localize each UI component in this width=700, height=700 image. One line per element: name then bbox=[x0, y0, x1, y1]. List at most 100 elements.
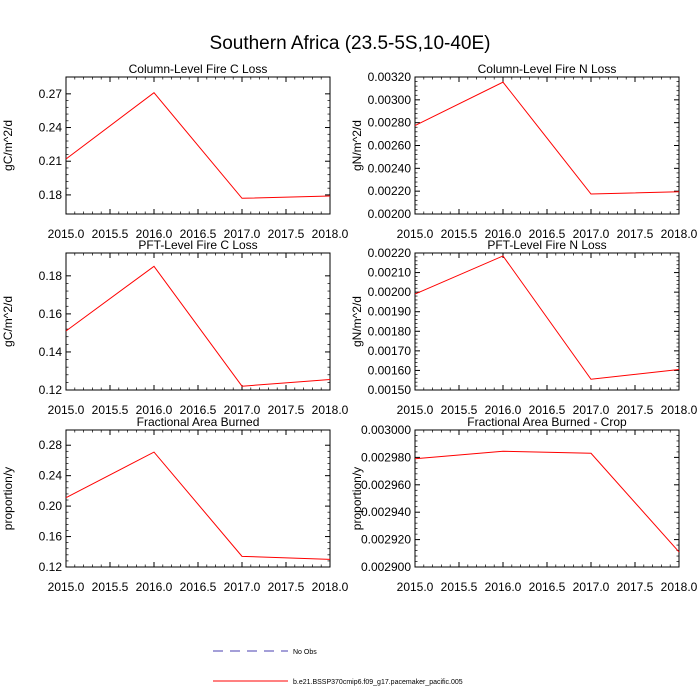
x-tick-label: 2017.0 bbox=[573, 403, 610, 417]
series-line bbox=[414, 81, 680, 195]
x-tick-label: 2015.5 bbox=[441, 227, 478, 241]
plot-frame bbox=[414, 252, 680, 391]
series-line bbox=[414, 255, 680, 380]
x-tick-label: 2015.5 bbox=[92, 403, 129, 417]
series-line bbox=[65, 92, 331, 199]
plot-frame bbox=[65, 252, 331, 391]
y-tick-label: 0.16 bbox=[39, 307, 63, 321]
panel-title: PFT-Level Fire N Loss bbox=[487, 238, 606, 252]
y-tick-label: 0.00240 bbox=[368, 161, 412, 175]
plot-frame bbox=[414, 76, 680, 215]
y-tick-label: 0.24 bbox=[39, 121, 63, 135]
x-tick-label: 2017.5 bbox=[268, 227, 305, 241]
y-axis-label: gC/m^2/d bbox=[1, 120, 15, 171]
y-axis-label: proportion/y bbox=[350, 467, 364, 530]
y-tick-label: 0.00150 bbox=[368, 383, 412, 397]
series-line bbox=[414, 450, 680, 553]
x-tick-label: 2018.0 bbox=[312, 580, 349, 594]
y-tick-label: 0.16 bbox=[39, 530, 63, 544]
series-line bbox=[65, 451, 331, 560]
x-tick-label: 2018.0 bbox=[661, 580, 698, 594]
x-tick-label: 2016.0 bbox=[136, 403, 173, 417]
y-axis-label: gC/m^2/d bbox=[1, 296, 15, 347]
x-tick-label: 2016.5 bbox=[180, 580, 217, 594]
x-tick-label: 2016.5 bbox=[529, 580, 566, 594]
chart-panel-4: PFT-Level Fire N Loss gN/m^2/d 2015.0 2015.… bbox=[350, 238, 698, 417]
y-tick-label: 0.00190 bbox=[368, 305, 412, 319]
y-tick-label: 0.28 bbox=[39, 438, 63, 452]
x-tick-label: 2015.0 bbox=[397, 227, 434, 241]
y-tick-label: 0.00180 bbox=[368, 324, 412, 338]
y-tick-label: 0.12 bbox=[39, 383, 63, 397]
x-tick-label: 2016.0 bbox=[485, 227, 522, 241]
x-tick-label: 2017.0 bbox=[224, 580, 261, 594]
x-tick-label: 2018.0 bbox=[661, 227, 698, 241]
legend: No Obs b.e21.BSSP370cmip6.f09_g17.pacemak… bbox=[213, 649, 463, 686]
y-tick-label: 0.00170 bbox=[368, 344, 412, 358]
x-tick-label: 2016.0 bbox=[136, 227, 173, 241]
chart-panel-5: Fractional Area Burned proportion/y 2015.0… bbox=[1, 415, 349, 594]
panel-title: Column-Level Fire C Loss bbox=[129, 62, 268, 76]
y-tick-label: 0.003000 bbox=[361, 423, 411, 437]
y-tick-label: 0.00210 bbox=[368, 266, 412, 280]
x-tick-label: 2015.0 bbox=[48, 227, 85, 241]
series-line bbox=[65, 265, 331, 387]
x-tick-label: 2016.5 bbox=[529, 403, 566, 417]
x-tick-label: 2017.0 bbox=[573, 580, 610, 594]
x-tick-label: 2015.0 bbox=[397, 403, 434, 417]
x-tick-label: 2017.5 bbox=[617, 580, 654, 594]
plot-frame bbox=[65, 429, 331, 568]
y-tick-label: 0.00220 bbox=[368, 184, 412, 198]
x-tick-label: 2017.5 bbox=[617, 403, 654, 417]
y-tick-label: 0.21 bbox=[39, 154, 63, 168]
y-tick-label: 0.00320 bbox=[368, 70, 412, 84]
y-tick-label: 0.002980 bbox=[361, 450, 411, 464]
x-tick-label: 2015.0 bbox=[48, 580, 85, 594]
x-tick-label: 2015.5 bbox=[441, 580, 478, 594]
x-tick-label: 2016.5 bbox=[529, 227, 566, 241]
y-tick-label: 0.00260 bbox=[368, 139, 412, 153]
x-tick-label: 2015.0 bbox=[397, 580, 434, 594]
y-tick-label: 0.24 bbox=[39, 469, 63, 483]
figure-title: Southern Africa (23.5-5S,10-40E) bbox=[209, 33, 491, 54]
x-tick-label: 2017.0 bbox=[224, 227, 261, 241]
y-axis-label: proportion/y bbox=[1, 467, 15, 530]
x-tick-label: 2016.5 bbox=[180, 227, 217, 241]
y-tick-label: 0.12 bbox=[39, 560, 63, 574]
x-tick-label: 2016.0 bbox=[136, 580, 173, 594]
chart-panel-3: PFT-Level Fire C Loss gC/m^2/d 2015.0 2015.… bbox=[1, 238, 349, 417]
x-tick-label: 2016.0 bbox=[485, 580, 522, 594]
y-tick-label: 0.18 bbox=[39, 269, 63, 283]
y-tick-label: 0.14 bbox=[39, 345, 63, 359]
y-tick-label: 0.00300 bbox=[368, 93, 412, 107]
chart-panel-1: Column-Level Fire C Loss gC/m^2/d 2015.0 20… bbox=[1, 62, 349, 241]
x-tick-label: 2018.0 bbox=[312, 403, 349, 417]
x-tick-label: 2018.0 bbox=[661, 403, 698, 417]
y-tick-label: 0.00200 bbox=[368, 207, 412, 221]
x-tick-label: 2015.5 bbox=[92, 580, 129, 594]
x-tick-label: 2017.0 bbox=[573, 227, 610, 241]
y-tick-label: 0.002960 bbox=[361, 478, 411, 492]
y-tick-label: 0.00160 bbox=[368, 363, 412, 377]
panel-title: Fractional Area Burned - Crop bbox=[467, 415, 627, 429]
y-axis-label: gN/m^2/d bbox=[350, 120, 364, 171]
y-tick-label: 0.00200 bbox=[368, 285, 412, 299]
chart-panel-2: Column-Level Fire N Loss gN/m^2/d 2015.0 20… bbox=[350, 62, 698, 241]
x-tick-label: 2015.5 bbox=[441, 403, 478, 417]
y-tick-label: 0.00220 bbox=[368, 246, 412, 260]
y-tick-label: 0.20 bbox=[39, 499, 63, 513]
y-tick-label: 0.002900 bbox=[361, 560, 411, 574]
plot-frame bbox=[414, 429, 680, 568]
y-tick-label: 0.002940 bbox=[361, 505, 411, 519]
x-tick-label: 2016.0 bbox=[485, 403, 522, 417]
y-tick-label: 0.27 bbox=[39, 87, 63, 101]
y-tick-label: 0.00280 bbox=[368, 116, 412, 130]
x-tick-label: 2015.5 bbox=[92, 227, 129, 241]
chart-panel-6: Fractional Area Burned - Crop proportion/… bbox=[350, 415, 698, 594]
x-tick-label: 2018.0 bbox=[312, 227, 349, 241]
panel-title: Fractional Area Burned bbox=[137, 415, 260, 429]
x-tick-label: 2015.0 bbox=[48, 403, 85, 417]
panel-title: Column-Level Fire N Loss bbox=[478, 62, 617, 76]
y-axis-label: gN/m^2/d bbox=[350, 296, 364, 347]
